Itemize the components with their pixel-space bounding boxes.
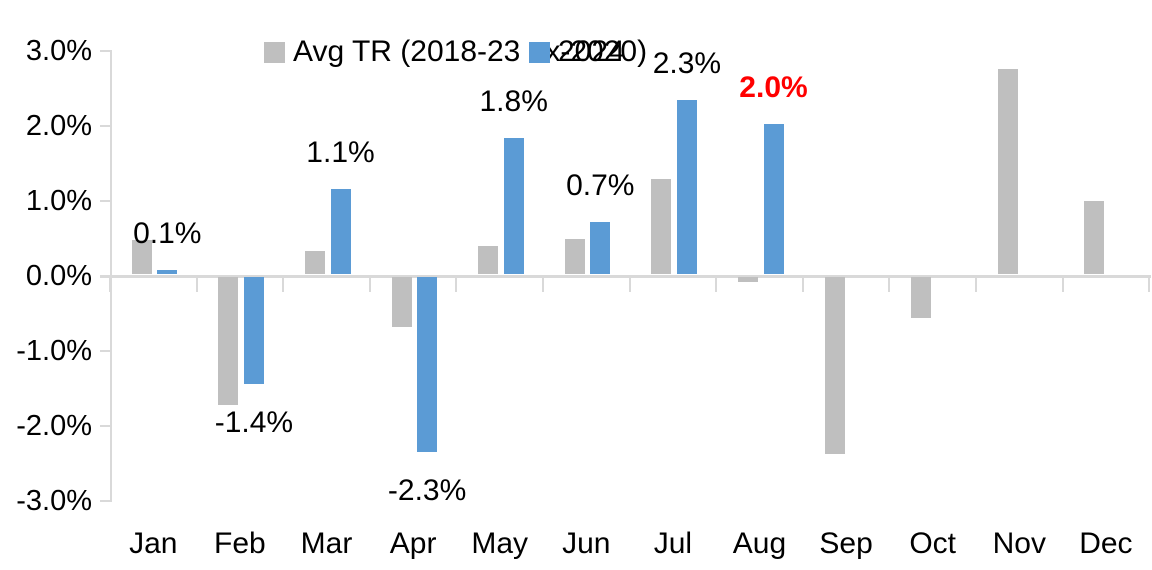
bar-avg-jan bbox=[131, 240, 152, 274]
y-axis-tick bbox=[100, 125, 110, 127]
x-tick-label-sep: Sep bbox=[819, 527, 873, 560]
y-tick-label: 3.0% bbox=[25, 35, 92, 67]
y-axis-tick bbox=[100, 425, 110, 427]
legend-swatch-avg bbox=[264, 41, 285, 63]
x-tick-label-mar: Mar bbox=[300, 527, 353, 560]
bar-avg-aug bbox=[737, 277, 758, 282]
legend-label-2024: 2024 bbox=[558, 35, 625, 68]
bar-2024-apr bbox=[417, 277, 438, 452]
x-axis-line bbox=[100, 274, 1151, 278]
x-tick-label-jun: Jun bbox=[562, 527, 611, 560]
y-tick-label: 1.0% bbox=[25, 185, 92, 217]
x-tick-label-aug: Aug bbox=[732, 527, 787, 560]
bar-2024-jan bbox=[157, 269, 178, 274]
x-axis-tick bbox=[715, 277, 718, 292]
legend-item-avg: Avg TR (2018-23 ex-2020) bbox=[264, 36, 647, 68]
x-axis-tick bbox=[1061, 277, 1064, 292]
bar-2024-feb bbox=[243, 277, 264, 384]
bar-avg-jul bbox=[651, 178, 672, 274]
data-label-jul: 2.3% bbox=[652, 47, 722, 80]
x-axis-tick bbox=[542, 277, 544, 292]
data-label-aug: 2.0% bbox=[739, 71, 808, 104]
bar-avg-nov bbox=[997, 69, 1018, 274]
x-tick-label-may: May bbox=[471, 527, 529, 560]
x-axis-tick bbox=[888, 277, 891, 292]
bar-avg-apr bbox=[391, 277, 412, 327]
x-tick-label-jul: Jul bbox=[653, 527, 693, 560]
x-tick-label-oct: Oct bbox=[909, 527, 957, 560]
bar-2024-jun bbox=[590, 222, 611, 274]
legend-item-2024: 2024 bbox=[529, 36, 625, 68]
x-axis-tick bbox=[195, 277, 198, 292]
bar-2024-jul bbox=[676, 100, 697, 274]
data-label-mar: 1.1% bbox=[306, 135, 375, 169]
bar-2024-aug bbox=[763, 124, 784, 274]
legend-label-avg: Avg TR (2018-23 ex-2020) bbox=[293, 35, 648, 68]
bar-avg-feb bbox=[218, 277, 239, 405]
y-axis-tick bbox=[100, 200, 110, 202]
y-tick-label: -3.0% bbox=[16, 485, 92, 517]
bar-avg-jun bbox=[564, 238, 585, 274]
bar-avg-may bbox=[478, 246, 499, 274]
x-axis-tick bbox=[368, 277, 371, 292]
bar-avg-oct bbox=[911, 277, 932, 319]
x-axis-tick bbox=[975, 277, 977, 292]
x-tick-label-dec: Dec bbox=[1079, 527, 1133, 560]
y-axis-tick bbox=[100, 500, 110, 502]
data-label-may: 1.8% bbox=[479, 84, 548, 118]
x-tick-label-jan: Jan bbox=[129, 527, 178, 560]
x-axis-tick bbox=[801, 277, 804, 292]
x-axis-tick bbox=[282, 277, 285, 292]
data-label-apr: -2.3% bbox=[387, 473, 467, 507]
data-label-jan: 0.1% bbox=[133, 216, 202, 250]
y-tick-label: -2.0% bbox=[16, 410, 92, 442]
x-tick-label-feb: Feb bbox=[214, 527, 266, 560]
bar-avg-mar bbox=[304, 250, 325, 274]
y-tick-label: -1.0% bbox=[16, 335, 92, 367]
x-tick-label-apr: Apr bbox=[389, 527, 437, 560]
bar-2024-may bbox=[503, 137, 524, 274]
data-label-jun: 0.7% bbox=[566, 169, 635, 203]
y-tick-label: 0.0% bbox=[25, 260, 92, 292]
bar-avg-sep bbox=[824, 277, 845, 454]
y-axis-tick bbox=[100, 350, 110, 352]
x-axis-tick bbox=[1148, 277, 1151, 292]
legend-swatch-2024 bbox=[529, 41, 550, 63]
y-axis-tick bbox=[100, 50, 110, 52]
x-tick-label-nov: Nov bbox=[992, 527, 1046, 560]
x-axis-tick bbox=[455, 277, 458, 292]
bar-avg-dec bbox=[1084, 200, 1105, 274]
x-axis-tick bbox=[628, 277, 631, 292]
y-tick-label: 2.0% bbox=[25, 110, 92, 142]
data-label-feb: -1.4% bbox=[214, 405, 294, 439]
x-axis-tick bbox=[109, 277, 111, 292]
bar-2024-mar bbox=[330, 188, 351, 274]
